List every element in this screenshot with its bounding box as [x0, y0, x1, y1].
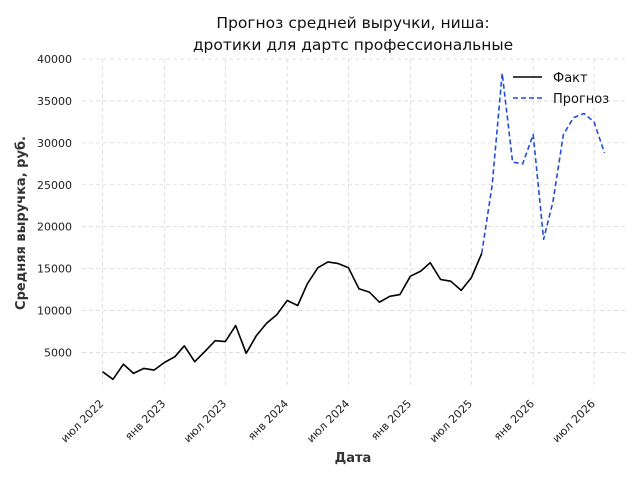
x-axis-label: Дата — [335, 451, 372, 466]
y-tick-label: 15000 — [37, 263, 72, 276]
data-point-forecast — [481, 253, 483, 255]
x-tick-label: июл 2024 — [304, 397, 352, 445]
data-point-fact — [378, 301, 380, 303]
data-point-forecast — [573, 117, 575, 119]
data-point-fact — [327, 261, 329, 263]
grid — [82, 58, 625, 386]
data-point-forecast — [543, 238, 545, 240]
x-tick-label: июл 2023 — [181, 397, 229, 445]
data-point-fact — [420, 270, 422, 272]
data-point-fact — [174, 356, 176, 358]
y-tick-label: 30000 — [37, 137, 72, 150]
x-tick-label: июл 2025 — [427, 397, 475, 445]
data-point-fact — [153, 369, 155, 371]
series-line-forecast — [480, 72, 606, 254]
data-point-fact — [163, 362, 165, 364]
data-point-fact — [347, 267, 349, 269]
data-point-fact — [235, 325, 237, 327]
y-tick-label: 40000 — [37, 53, 72, 66]
data-point-fact — [306, 283, 308, 285]
legend: Факт Прогноз — [513, 71, 609, 107]
series-line-fact — [102, 253, 483, 381]
data-point-forecast — [501, 72, 503, 74]
data-point-forecast — [522, 163, 524, 165]
data-point-fact — [389, 295, 391, 297]
data-point-forecast — [583, 113, 585, 115]
data-point-fact — [450, 280, 452, 282]
data-point-fact — [224, 341, 226, 343]
data-point-fact — [470, 277, 472, 279]
data-point-fact — [112, 378, 114, 380]
data-point-fact — [399, 294, 401, 296]
data-point-forecast — [593, 121, 595, 123]
x-tick-label: янв 2024 — [245, 397, 291, 443]
x-tick-label: июл 2026 — [550, 397, 598, 445]
data-point-fact — [460, 289, 462, 291]
data-point-forecast — [552, 201, 554, 203]
data-point-fact — [276, 314, 278, 316]
data-point-fact — [255, 335, 257, 337]
data-point-fact — [122, 363, 124, 365]
y-tick-label: 35000 — [37, 95, 72, 108]
data-point-fact — [266, 322, 268, 324]
x-tick-label: июл 2022 — [58, 397, 106, 445]
legend-label-fact: Факт — [553, 71, 588, 86]
y-axis-ticks: 5000 10000 15000 20000 25000 30000 35000 40000 — [37, 53, 72, 359]
data-point-forecast — [603, 152, 605, 154]
data-point-fact — [317, 267, 319, 269]
series-lines — [102, 72, 606, 381]
chart-title-line1: Прогноз средней выручки, ниша: — [216, 14, 489, 32]
data-point-fact — [143, 367, 145, 369]
x-tick-label: янв 2026 — [491, 397, 537, 443]
x-axis-ticks: июл 2022 янв 2023 июл 2023 янв 2024 июл 2024… — [58, 397, 598, 445]
legend-label-forecast: Прогноз — [553, 92, 609, 107]
data-point-fact — [132, 372, 134, 374]
chart-title-line2: дротики для дартс профессиональные — [193, 36, 513, 54]
y-tick-label: 5000 — [44, 346, 72, 359]
data-point-fact — [337, 263, 339, 265]
data-point-fact — [368, 291, 370, 293]
data-point-fact — [286, 299, 288, 301]
data-point-forecast — [532, 133, 534, 135]
data-point-fact — [297, 305, 299, 307]
y-axis-label: Средняя выручка, руб. — [14, 136, 29, 310]
data-point-fact — [183, 345, 185, 347]
data-point-fact — [429, 262, 431, 264]
y-tick-label: 10000 — [37, 305, 72, 318]
y-tick-label: 25000 — [37, 179, 72, 192]
data-point-forecast — [491, 185, 493, 187]
data-point-forecast — [512, 161, 514, 163]
data-point-fact — [245, 352, 247, 354]
x-tick-label: янв 2023 — [122, 397, 168, 443]
x-tick-label: янв 2025 — [368, 397, 414, 443]
data-point-forecast — [562, 133, 564, 135]
data-point-fact — [409, 275, 411, 277]
data-point-fact — [358, 288, 360, 290]
data-point-fact — [214, 340, 216, 342]
data-point-fact — [440, 279, 442, 281]
data-point-fact — [194, 361, 196, 363]
data-point-fact — [102, 371, 104, 373]
y-tick-label: 20000 — [37, 221, 72, 234]
data-point-fact — [204, 351, 206, 353]
